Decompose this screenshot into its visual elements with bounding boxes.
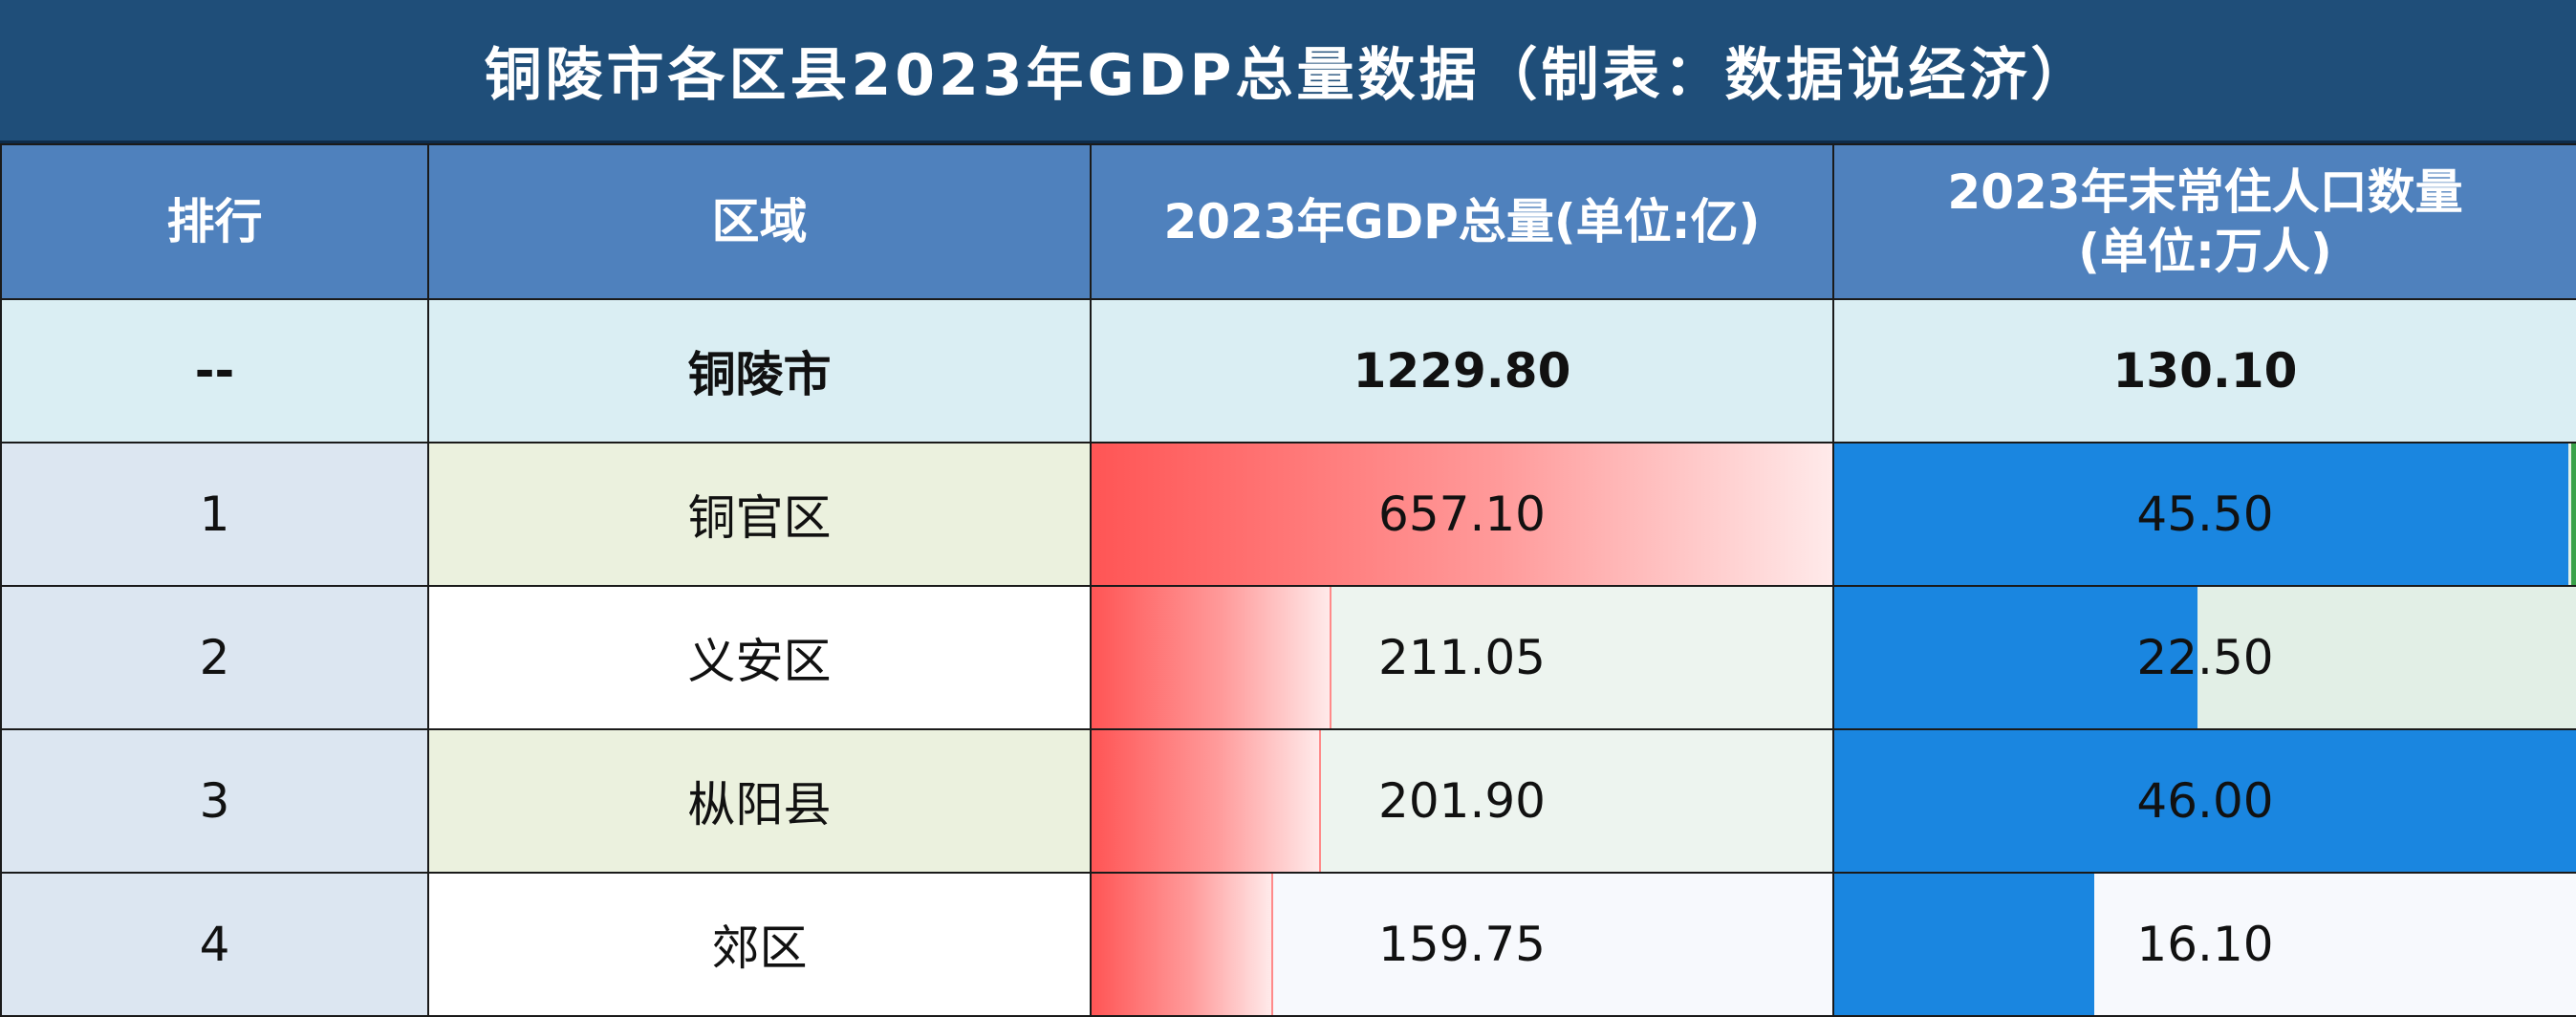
gdp-cell[interactable]: 211.05 [1090, 585, 1834, 730]
table-title: 铜陵市各区县2023年GDP总量数据（制表：数据说经济） [0, 0, 2576, 143]
gdp-data-bar [1093, 875, 1274, 1014]
bar-edge-marker [2571, 444, 2575, 584]
total-gdp[interactable]: 1229.80 [1090, 298, 1834, 444]
rank-cell[interactable]: 4 [0, 872, 429, 1017]
table-row: 4 郊区 159.75 16.10 [0, 872, 2576, 1017]
population-cell[interactable]: 16.10 [1832, 872, 2576, 1017]
total-rank[interactable]: -- [0, 298, 429, 444]
population-cell[interactable]: 22.50 [1832, 585, 2576, 730]
population-cell[interactable]: 46.00 [1832, 728, 2576, 874]
gdp-cell[interactable]: 201.90 [1090, 728, 1834, 874]
total-row: -- 铜陵市 1229.80 130.10 [0, 298, 2576, 444]
gdp-table: 排行 区域 2023年GDP总量(单位:亿) 2023年末常住人口数量 (单位:… [0, 143, 2576, 1017]
rank-cell[interactable]: 3 [0, 728, 429, 874]
gdp-value: 657.10 [1378, 487, 1546, 542]
population-value: 46.00 [2136, 773, 2274, 829]
header-rank[interactable]: 排行 [0, 143, 429, 300]
population-data-bar [1835, 588, 2197, 727]
header-population-line2: (单位:万人) [2078, 224, 2332, 279]
population-data-bar [1835, 444, 2568, 584]
table-row: 2 义安区 211.05 22.50 [0, 585, 2576, 730]
population-value: 45.50 [2136, 487, 2274, 542]
header-population[interactable]: 2023年末常住人口数量 (单位:万人) [1832, 143, 2576, 300]
gdp-data-bar [1093, 444, 1831, 584]
gdp-value: 211.05 [1378, 630, 1546, 685]
gdp-data-bar [1093, 731, 1322, 871]
region-cell[interactable]: 铜官区 [427, 442, 1092, 587]
population-value: 16.10 [2136, 917, 2274, 972]
population-data-bar [1835, 875, 2094, 1014]
total-region[interactable]: 铜陵市 [427, 298, 1092, 444]
header-region[interactable]: 区域 [427, 143, 1092, 300]
region-cell[interactable]: 义安区 [427, 585, 1092, 730]
gdp-cell[interactable]: 159.75 [1090, 872, 1834, 1017]
region-cell[interactable]: 枞阳县 [427, 728, 1092, 874]
total-population[interactable]: 130.10 [1832, 298, 2576, 444]
table-row: 3 枞阳县 201.90 46.00 [0, 728, 2576, 874]
rank-cell[interactable]: 1 [0, 442, 429, 587]
gdp-data-bar [1093, 588, 1331, 727]
gdp-cell[interactable]: 657.10 [1090, 442, 1834, 587]
header-gdp[interactable]: 2023年GDP总量(单位:亿) [1090, 143, 1834, 300]
gdp-value: 159.75 [1378, 917, 1546, 972]
header-population-line1: 2023年末常住人口数量 [1947, 163, 2463, 220]
population-value: 22.50 [2136, 630, 2274, 685]
population-cell[interactable]: 45.50 [1832, 442, 2576, 587]
population-data-bar [1835, 731, 2575, 871]
rank-cell[interactable]: 2 [0, 585, 429, 730]
header-row: 排行 区域 2023年GDP总量(单位:亿) 2023年末常住人口数量 (单位:… [0, 143, 2576, 300]
gdp-value: 201.90 [1378, 773, 1546, 829]
region-cell[interactable]: 郊区 [427, 872, 1092, 1017]
table-row: 1 铜官区 657.10 45.50 [0, 442, 2576, 587]
